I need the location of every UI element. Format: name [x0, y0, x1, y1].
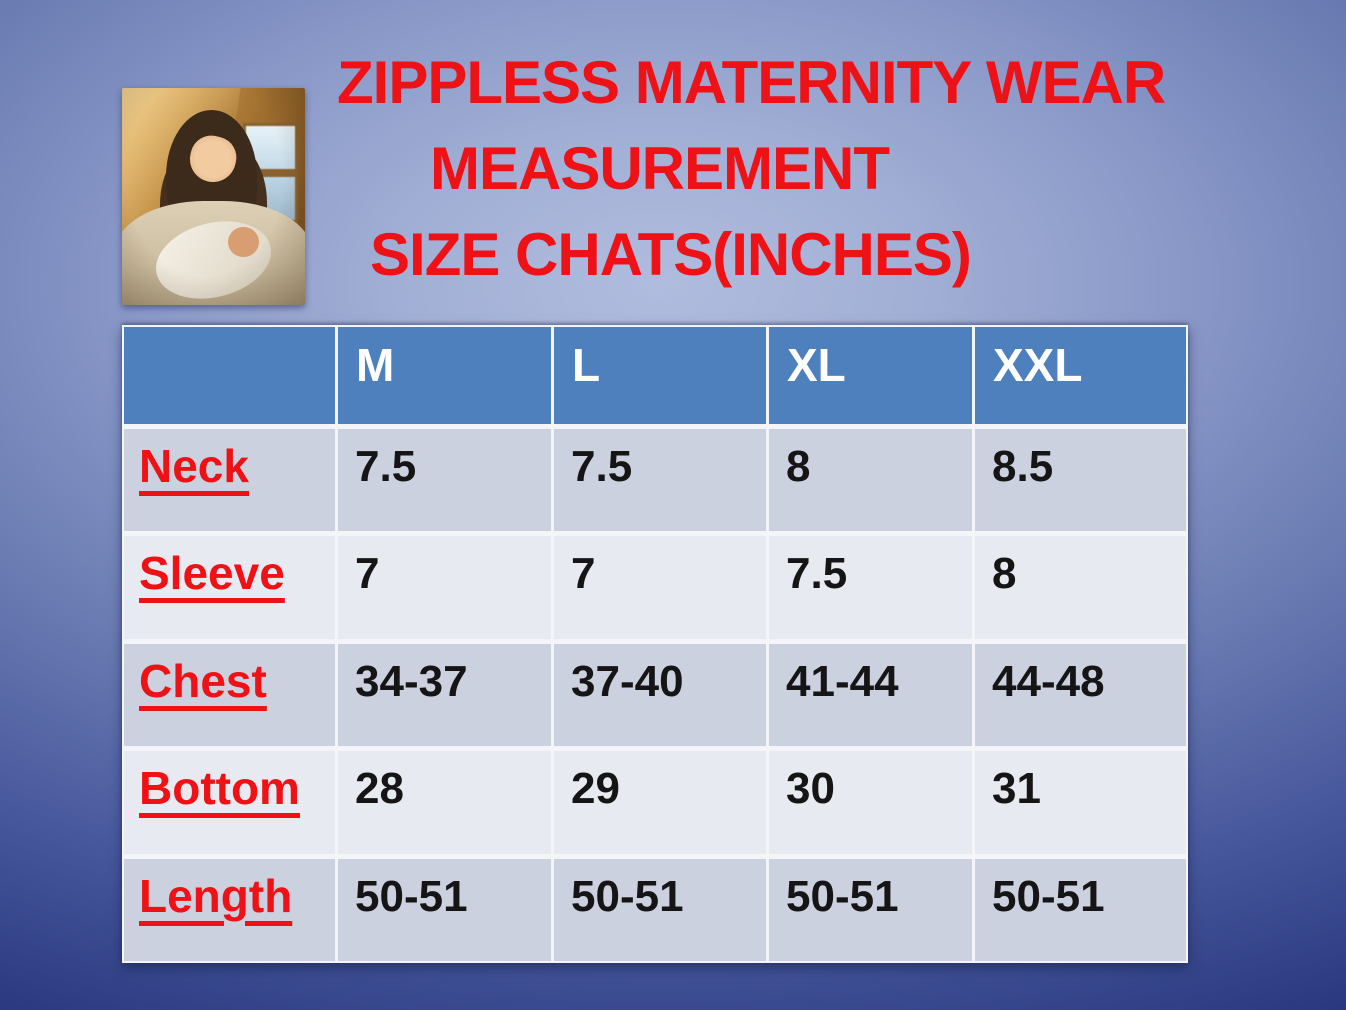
length-m-value: 50-51	[338, 858, 551, 961]
photo-baby-face	[228, 226, 260, 258]
header-cell-xl: XL	[769, 327, 972, 424]
length-xl-value: 50-51	[769, 858, 972, 961]
neck-xl-value: 8	[769, 428, 972, 532]
row-label-length-text: Length	[139, 869, 293, 922]
size-chart-table: M L XL XXL Neck 7.5 7.5 8 8.5 Sleeve 7 7…	[122, 325, 1188, 963]
neck-l-value: 7.5	[554, 428, 766, 532]
photo-vignette	[122, 88, 305, 305]
row-label-sleeve: Sleeve	[124, 536, 335, 639]
header-cell-m: M	[338, 327, 551, 424]
title-line-3: SIZE CHATS(INCHES)	[370, 221, 972, 288]
sleeve-m-value: 7	[338, 536, 551, 639]
row-label-neck-text: Neck	[139, 439, 249, 492]
sleeve-xl-value: 7.5	[769, 536, 972, 639]
header-cell-l: L	[554, 327, 766, 424]
title-line-1: ZIPPLESS MATERNITY WEAR	[337, 49, 1166, 116]
chest-xxl-value: 44-48	[975, 643, 1186, 747]
row-label-bottom-text: Bottom	[139, 762, 300, 815]
mother-baby-photo	[122, 88, 305, 305]
neck-xxl-value: 8.5	[975, 428, 1186, 532]
sleeve-xxl-value: 8	[975, 536, 1186, 639]
bottom-xxl-value: 31	[975, 751, 1186, 854]
bottom-m-value: 28	[338, 751, 551, 854]
row-label-chest-text: Chest	[139, 654, 267, 707]
page-title: ZIPPLESS MATERNITY WEAR MEASUREMENT SIZE…	[337, 40, 1166, 298]
bottom-l-value: 29	[554, 751, 766, 854]
header-cell-xxl: XXL	[975, 327, 1186, 424]
row-label-length: Length	[124, 858, 335, 961]
sleeve-l-value: 7	[554, 536, 766, 639]
length-xxl-value: 50-51	[975, 858, 1186, 961]
row-label-bottom: Bottom	[124, 751, 335, 854]
row-label-chest: Chest	[124, 643, 335, 747]
chest-m-value: 34-37	[338, 643, 551, 747]
chest-xl-value: 41-44	[769, 643, 972, 747]
chest-l-value: 37-40	[554, 643, 766, 747]
length-l-value: 50-51	[554, 858, 766, 961]
bottom-xl-value: 30	[769, 751, 972, 854]
title-line-2: MEASUREMENT	[430, 135, 890, 202]
neck-m-value: 7.5	[338, 428, 551, 532]
header-cell-empty	[124, 327, 335, 424]
row-label-sleeve-text: Sleeve	[139, 547, 285, 600]
row-label-neck: Neck	[124, 428, 335, 532]
